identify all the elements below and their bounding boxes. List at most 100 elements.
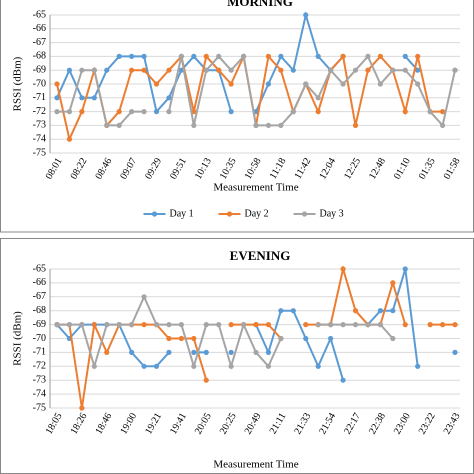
data-point [203, 53, 209, 60]
x-tick-label: 10:13 [193, 156, 214, 181]
data-point [203, 322, 209, 328]
data-point [352, 308, 359, 314]
data-point [402, 53, 408, 60]
data-point [452, 322, 458, 328]
data-point [402, 109, 408, 115]
data-point [377, 53, 383, 60]
legend-label: Day 1 [170, 208, 194, 219]
x-tick-label: 18:26 [69, 411, 90, 436]
data-point [390, 335, 396, 342]
data-point [340, 53, 346, 60]
series-line [57, 294, 394, 370]
data-point [265, 81, 272, 87]
data-point [54, 109, 60, 115]
series-line [57, 15, 455, 112]
data-point [365, 67, 371, 73]
y-tick-label: -67 [33, 291, 46, 302]
x-tick-label: 10:35 [218, 156, 239, 181]
data-point [290, 308, 296, 314]
x-tick-label: 12:25 [342, 156, 363, 181]
y-tick-label: -70 [33, 333, 46, 344]
data-point [141, 322, 147, 328]
x-tick-label: 19:41 [168, 411, 189, 436]
y-tick-label: -66 [33, 23, 46, 34]
y-axis-label: RSSI (dBm) [12, 311, 24, 366]
data-point [315, 109, 321, 115]
y-tick-label: -68 [33, 305, 46, 316]
data-point [265, 322, 272, 328]
data-point [340, 322, 346, 328]
data-point [104, 322, 110, 328]
data-point [79, 109, 85, 115]
data-point [427, 109, 433, 115]
data-point [265, 363, 272, 369]
y-tick-label: -69 [33, 319, 46, 330]
x-tick-label: 19:00 [118, 411, 139, 436]
data-point [452, 67, 458, 73]
data-point [191, 335, 197, 342]
x-tick-label: 20:25 [218, 411, 239, 436]
data-point [191, 53, 197, 60]
legend-label: Day 3 [320, 208, 344, 219]
data-point [91, 322, 97, 328]
x-tick-label: 01:58 [442, 156, 463, 181]
x-tick-label: 11:18 [268, 156, 289, 181]
data-point [427, 322, 433, 328]
data-point [228, 349, 234, 355]
panel-frame [0, 238, 474, 474]
data-point [315, 53, 321, 60]
data-point [253, 322, 259, 328]
x-tick-label: 08:46 [93, 156, 114, 181]
data-point [153, 109, 160, 115]
y-tick-label: -74 [33, 133, 46, 144]
x-axis-label: Measurement Time [213, 459, 298, 471]
data-point [328, 67, 334, 73]
data-point [203, 67, 209, 73]
x-tick-label: 18:05 [44, 411, 65, 436]
data-point [253, 349, 259, 355]
data-point [129, 349, 135, 355]
data-point [216, 322, 222, 328]
data-point [153, 322, 160, 328]
data-point [66, 136, 73, 142]
data-point [141, 67, 147, 73]
y-tick-label: -69 [33, 64, 46, 75]
y-tick-label: -75 [33, 402, 46, 413]
x-tick-label: 08:22 [69, 156, 90, 181]
data-point [377, 322, 383, 328]
data-point [228, 67, 234, 73]
data-point [66, 67, 73, 73]
data-point [265, 349, 272, 355]
data-point [365, 322, 371, 328]
y-tick-label: -72 [33, 106, 46, 117]
data-point [352, 122, 359, 128]
data-point [439, 322, 446, 328]
y-tick-label: -68 [33, 51, 46, 62]
x-tick-label: 23:00 [392, 411, 413, 436]
data-point [191, 363, 197, 369]
data-point [303, 335, 309, 342]
x-tick-label: 22:17 [342, 411, 363, 436]
data-point [415, 67, 421, 73]
data-point [129, 109, 135, 115]
data-point [290, 67, 296, 73]
data-point [91, 95, 97, 101]
data-point [439, 109, 446, 115]
y-tick-label: -65 [33, 9, 46, 20]
x-tick-label: 10:58 [243, 156, 264, 181]
y-tick-label: -73 [33, 374, 46, 385]
x-tick-label: 11:42 [293, 156, 314, 181]
data-point [228, 363, 234, 369]
data-point [104, 67, 110, 73]
data-point [116, 322, 122, 328]
data-point [415, 53, 421, 60]
data-point [278, 335, 284, 342]
data-point [166, 322, 172, 328]
data-point [54, 81, 60, 87]
x-tick-label: 19:21 [143, 411, 164, 436]
data-point [79, 95, 85, 101]
legend-swatch [151, 211, 158, 217]
data-point [278, 53, 284, 60]
data-point [141, 109, 147, 115]
